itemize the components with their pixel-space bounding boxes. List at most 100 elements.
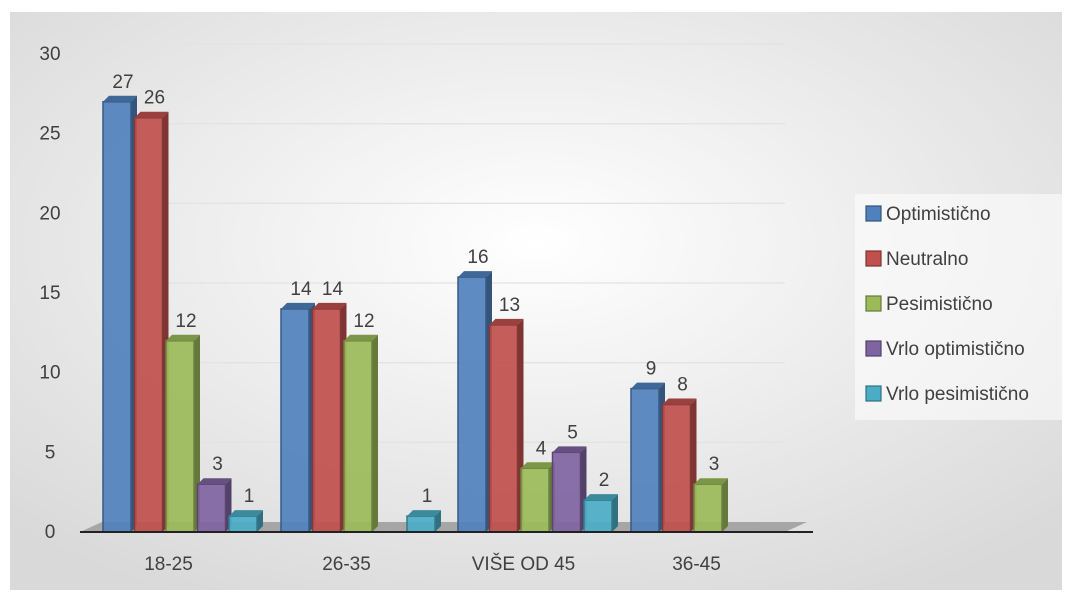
bar-top (103, 95, 137, 102)
bar (228, 510, 263, 533)
y-tick-label: 10 (39, 363, 60, 384)
bar-side (257, 510, 263, 532)
bar-front (228, 515, 258, 533)
bar-side (372, 334, 378, 532)
bar (311, 302, 347, 533)
legend-item: Neutralno (865, 249, 968, 270)
bar (630, 382, 665, 533)
bar (196, 478, 232, 533)
legend-label: Pesimistično (886, 294, 993, 315)
data-label: 3 (212, 454, 223, 475)
bar-top (229, 510, 263, 517)
y-tick-label: 0 (45, 522, 56, 543)
bar-front (102, 101, 132, 533)
legend-item: Vrlo optimistično (865, 339, 1025, 360)
bar-top (489, 318, 524, 325)
data-label: 5 (567, 422, 578, 443)
data-label: 14 (290, 279, 312, 300)
legend-swatch (865, 340, 882, 357)
legend-swatch (865, 385, 882, 402)
y-tick-label: 25 (39, 124, 60, 145)
bar-top (407, 510, 441, 517)
bar-front (165, 340, 195, 533)
bar-front (551, 451, 582, 533)
data-label: 8 (677, 375, 688, 396)
data-label: 26 (144, 88, 165, 109)
bar-top (662, 398, 697, 405)
bar (661, 398, 697, 533)
bar-top (694, 478, 728, 485)
data-label: 14 (322, 279, 344, 300)
x-tick-label: 36-45 (672, 554, 721, 575)
bar-front (693, 483, 723, 533)
x-tick-label: VIŠE OD 45 (472, 553, 576, 575)
bar-top (584, 494, 618, 501)
bar-side (194, 334, 200, 532)
y-tick-label: 15 (39, 283, 60, 304)
bar-front (406, 515, 436, 533)
bar-top (521, 462, 555, 469)
bar-front (661, 403, 692, 533)
legend-item: Optimistično (865, 204, 991, 225)
bar-top (312, 302, 347, 309)
bar (165, 334, 200, 533)
y-tick-label: 20 (39, 203, 60, 224)
data-label: 12 (175, 311, 196, 332)
y-tick-label: 30 (39, 44, 60, 65)
bar-front (196, 483, 227, 533)
x-tick-label: 18-25 (144, 554, 193, 575)
bar (406, 510, 441, 533)
legend-swatch (865, 250, 882, 267)
legend-label: Vrlo optimistično (886, 339, 1025, 360)
bar (583, 494, 618, 533)
bar-top (197, 478, 232, 485)
bar (551, 446, 587, 533)
bar-front (630, 387, 660, 533)
bar-front (488, 324, 519, 533)
bar (457, 271, 492, 533)
bar (520, 462, 555, 533)
bar-top (344, 334, 378, 341)
bar-front (520, 467, 550, 533)
legend-item: Pesimistično (865, 294, 993, 315)
bar (488, 318, 524, 533)
bar-top (631, 382, 665, 389)
legend-swatch (865, 295, 882, 312)
bar-side (722, 478, 728, 532)
legend-label: Vrlo pesimistično (886, 384, 1029, 405)
legend-item: Vrlo pesimistično (865, 384, 1029, 405)
bar-front (311, 308, 342, 533)
bar (693, 478, 728, 533)
bar-top (552, 446, 587, 453)
bar-front (343, 340, 373, 533)
legend-box (855, 194, 1065, 420)
x-tick-label: 26-35 (322, 554, 371, 575)
legend-label: Neutralno (886, 249, 968, 270)
data-label: 1 (244, 486, 255, 507)
bar (343, 334, 378, 533)
bar (280, 302, 315, 533)
bar-front (583, 499, 613, 533)
y-tick-label: 5 (45, 442, 56, 463)
data-label: 9 (646, 359, 657, 380)
bar-front (457, 276, 487, 533)
bar-front (280, 308, 310, 533)
bar (102, 95, 137, 533)
bar-top (281, 302, 315, 309)
bar-side (612, 494, 618, 532)
bar-top (134, 111, 169, 118)
legend-label: Optimistično (886, 204, 991, 225)
data-label: 27 (112, 72, 133, 93)
bar-top (458, 271, 492, 278)
legend-swatch (865, 205, 882, 222)
data-label: 16 (467, 247, 488, 268)
data-label: 3 (709, 454, 720, 475)
bar-side (435, 510, 441, 532)
data-label: 2 (599, 470, 610, 491)
data-label: 1 (422, 486, 433, 507)
bar-front (133, 116, 164, 533)
data-label: 13 (499, 295, 520, 316)
data-label: 4 (536, 438, 547, 459)
bar (133, 111, 169, 533)
